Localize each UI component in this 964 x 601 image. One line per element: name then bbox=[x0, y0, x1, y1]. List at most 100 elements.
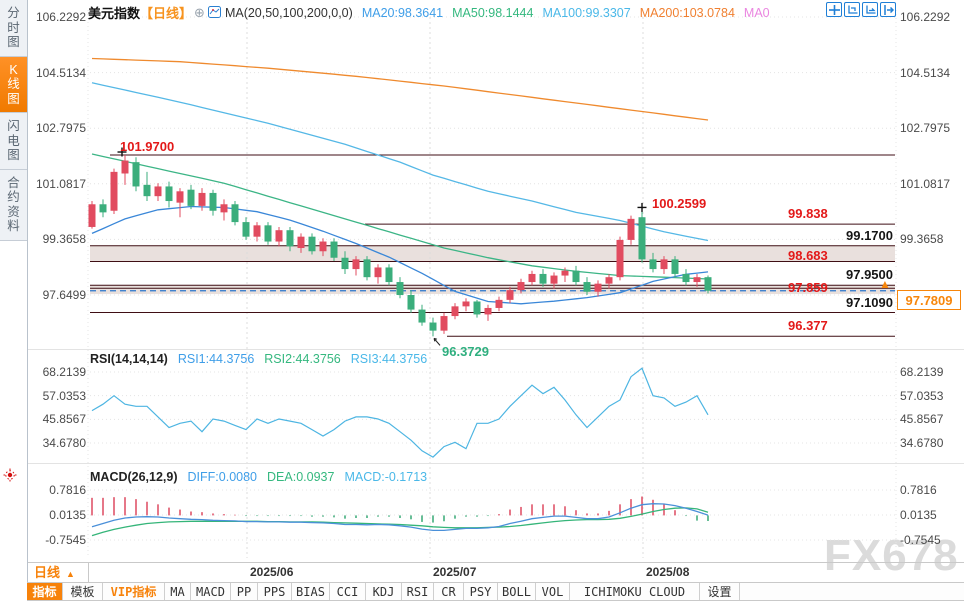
date-label: 2025/06 bbox=[250, 565, 294, 579]
toolbar-item-指标[interactable]: 指标 bbox=[27, 583, 63, 600]
date-label: 2025/07 bbox=[433, 565, 477, 579]
axis-tick: 34.6780 bbox=[900, 435, 944, 450]
rsi-line bbox=[91, 367, 709, 458]
rsi-values-1: RSI2:44.3756 bbox=[264, 352, 341, 366]
axis-tick: 101.0817 bbox=[35, 176, 86, 191]
ma50-line bbox=[91, 153, 709, 280]
support-band bbox=[90, 285, 895, 295]
period-label: 【日线】 bbox=[140, 6, 193, 21]
crosshair-tool-icon[interactable] bbox=[826, 2, 842, 17]
indicator-highlight-icon[interactable] bbox=[3, 468, 17, 487]
axis-tick: 0.7816 bbox=[49, 482, 86, 497]
chart-toolbar-icons bbox=[826, 2, 896, 17]
ma-formula: MA(20,50,100,200,0,0) bbox=[224, 5, 353, 20]
ma200-line bbox=[91, 57, 709, 121]
period-selector-label: 日线 bbox=[34, 565, 61, 580]
axis-tick: 104.5134 bbox=[900, 65, 951, 80]
axis-tick: 0.0135 bbox=[49, 507, 86, 522]
time-axis: 日线 ▲ bbox=[27, 562, 964, 583]
y-axis-scale-icon[interactable] bbox=[844, 2, 860, 17]
x-axis-scale-icon[interactable] bbox=[862, 2, 878, 17]
toolbar-item-MA[interactable]: MA bbox=[165, 583, 191, 600]
sidebar-item-0[interactable]: 分时图 bbox=[0, 0, 27, 57]
support-band bbox=[90, 245, 895, 262]
axis-tick: -0.7545 bbox=[900, 532, 941, 547]
toolbar-item-PPS[interactable]: PPS bbox=[258, 583, 292, 600]
toolbar-item-KDJ[interactable]: KDJ bbox=[366, 583, 402, 600]
axis-tick: 106.2292 bbox=[900, 10, 951, 24]
macd-values-0: DIFF:0.0080 bbox=[187, 470, 258, 484]
ma-value-3: MA200:103.0784 bbox=[639, 5, 735, 20]
mini-chart-icon[interactable] bbox=[207, 5, 221, 20]
price-level-label: 97.859 bbox=[788, 280, 828, 296]
axis-tick: 97.6499 bbox=[42, 288, 86, 302]
axis-tick: 57.0353 bbox=[900, 388, 944, 403]
toolbar-item-CCI[interactable]: CCI bbox=[330, 583, 366, 600]
macd-values-2: MACD:-0.1713 bbox=[344, 470, 428, 484]
price-level-label: 97.9500 bbox=[846, 267, 893, 283]
axis-tick: 34.6780 bbox=[42, 435, 86, 450]
sidebar-item-3[interactable]: 合约资料 bbox=[0, 170, 27, 241]
ma-value-2: MA100:99.3307 bbox=[542, 5, 631, 20]
watermark: FX678 bbox=[824, 531, 959, 580]
price-level-label: 98.683 bbox=[788, 247, 828, 263]
toolbar-item-BOLL[interactable]: BOLL bbox=[498, 583, 536, 600]
rsi-values-0: RSI1:44.3756 bbox=[177, 352, 255, 366]
toolbar-item-BIAS[interactable]: BIAS bbox=[292, 583, 330, 600]
indicator-toolbar: 指标 模板 VIP指标 MA MACD PP PPS BIAS CCI KDJ RSI CR PSY BO… bbox=[27, 582, 964, 601]
rsi-values-2: RSI3:44.3756 bbox=[350, 352, 428, 366]
rsi-panel-header: RSI(14,14,14) RSI1:44.3756 RSI2:44.3756 RSI… bbox=[90, 352, 427, 366]
axis-tick: 68.2139 bbox=[900, 365, 944, 379]
ma-value-1: MA50:98.1444 bbox=[452, 5, 534, 20]
price-level-label: 96.377 bbox=[788, 318, 828, 334]
exit-chart-icon[interactable] bbox=[880, 2, 896, 17]
candles-layer bbox=[88, 155, 712, 337]
axis-tick: 102.7975 bbox=[900, 121, 951, 136]
macd-dea-line bbox=[91, 507, 709, 537]
axis-tick: -0.7545 bbox=[45, 532, 86, 547]
price-level-label: 99.1700 bbox=[846, 227, 893, 243]
circle-plus-icon[interactable]: ⊕ bbox=[194, 4, 205, 20]
toolbar-item-MACD[interactable]: MACD bbox=[191, 583, 231, 600]
low-price-label: 96.3729 bbox=[442, 344, 489, 359]
panel-divider bbox=[27, 463, 964, 464]
ma100-line bbox=[91, 82, 709, 242]
chevron-up-icon: ▲ bbox=[66, 569, 75, 579]
macd-values-1: DEA:0.0937 bbox=[267, 470, 335, 484]
toolbar-item-ICHIMOKU CLOUD[interactable]: ICHIMOKU CLOUD bbox=[570, 583, 700, 600]
macd-histogram bbox=[91, 496, 709, 523]
axis-tick: 45.8567 bbox=[900, 412, 944, 427]
sidebar-item-2[interactable]: 闪电图 bbox=[0, 113, 27, 170]
price-level-label: 97.1090 bbox=[846, 294, 893, 310]
toolbar-item-VOL[interactable]: VOL bbox=[536, 583, 570, 600]
toolbar-item-PP[interactable]: PP bbox=[231, 583, 258, 600]
axis-tick: 106.2292 bbox=[35, 10, 86, 24]
toolbar-item-CR[interactable]: CR bbox=[434, 583, 464, 600]
axis-tick: 45.8567 bbox=[42, 412, 86, 427]
toolbar-item-PSY[interactable]: PSY bbox=[464, 583, 498, 600]
macd-title: MACD(26,12,9) bbox=[90, 470, 178, 484]
macd-panel-header: MACD(26,12,9) DIFF:0.0080 DEA:0.0937 MACD:-… bbox=[90, 470, 427, 484]
peak-price-label: 100.2599 bbox=[652, 196, 707, 211]
period-selector[interactable]: 日线 ▲ bbox=[27, 563, 89, 583]
low-pointer-arrow bbox=[433, 337, 441, 346]
axis-tick: 104.5134 bbox=[35, 65, 86, 80]
axis-tick: 99.3658 bbox=[900, 232, 944, 247]
panel-divider bbox=[27, 349, 964, 350]
toolbar-item-RSI[interactable]: RSI bbox=[402, 583, 434, 600]
price-level-label: 101.9700 bbox=[120, 139, 175, 155]
ma-value-0: MA20:98.3641 bbox=[361, 5, 444, 20]
axis-tick: 99.3658 bbox=[42, 232, 86, 247]
rsi-title: RSI(14,14,14) bbox=[90, 352, 168, 366]
toolbar-item-设置[interactable]: 设置 bbox=[700, 583, 740, 600]
axis-tick: 0.0135 bbox=[900, 507, 937, 522]
axis-tick: 68.2139 bbox=[42, 365, 86, 379]
toolbar-item-模板[interactable]: 模板 bbox=[63, 583, 103, 600]
axis-tick: 0.7816 bbox=[900, 482, 937, 497]
chart-header: 美元指数【日线】 ⊕ MA(20,50,100,200,0,0) MA20:98.36… bbox=[88, 3, 770, 22]
toolbar-item-VIP指标[interactable]: VIP指标 bbox=[103, 583, 165, 600]
ma20-line bbox=[91, 205, 709, 305]
